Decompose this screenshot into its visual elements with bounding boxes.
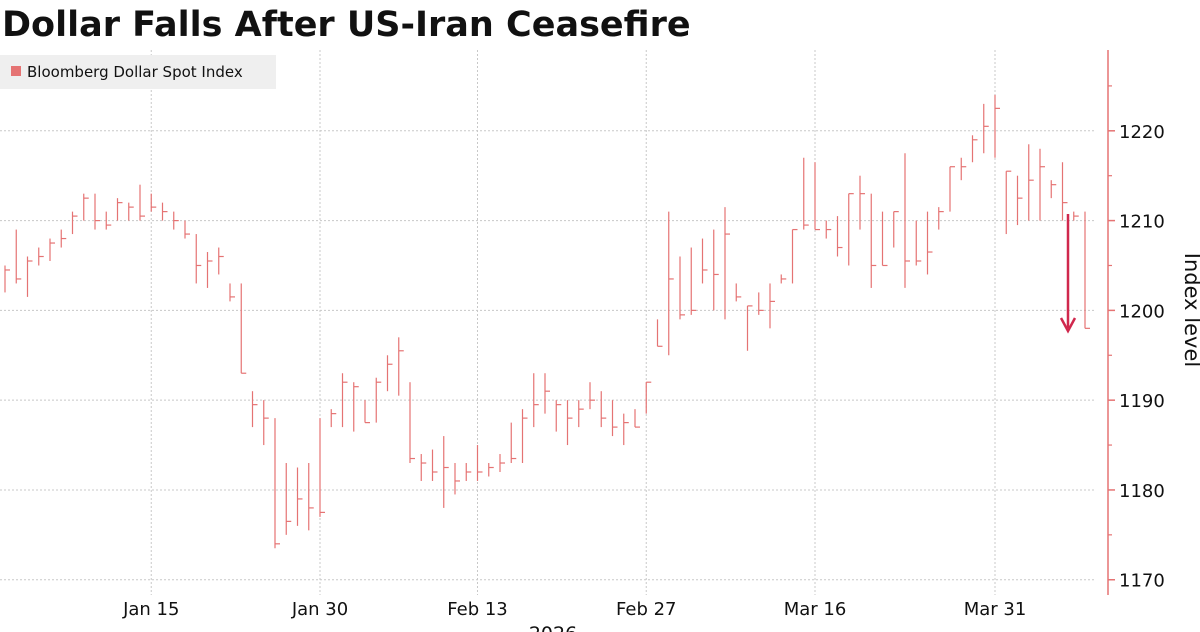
y-tick-label: 1210 [1119, 212, 1165, 233]
annotation-arrowhead [1059, 317, 1077, 334]
x-tick-label: Feb 13 [447, 599, 508, 620]
x-tick-label: Mar 16 [784, 599, 847, 620]
chart-title: Dollar Falls After US-Iran Ceasefire [2, 5, 691, 45]
x-tick-label: Jan 15 [122, 599, 179, 620]
x-axis-label: 2026 [529, 623, 577, 632]
plot [4, 94, 1090, 549]
grid [0, 50, 1095, 595]
legend-swatch [11, 66, 21, 76]
y-tick-label: 1200 [1119, 301, 1165, 322]
y-tick-label: 1170 [1119, 571, 1165, 592]
x-tick-label: Mar 31 [964, 599, 1027, 620]
y-axis-label: Index level [1180, 253, 1200, 367]
y-tick-label: 1220 [1119, 122, 1165, 143]
y-tick-label: 1190 [1119, 391, 1165, 412]
x-tick-label: Jan 30 [291, 599, 348, 620]
legend-label: Bloomberg Dollar Spot Index [27, 63, 243, 81]
legend-box [0, 55, 276, 89]
x-tick-label: Feb 27 [616, 599, 677, 620]
y-tick-label: 1180 [1119, 481, 1165, 502]
